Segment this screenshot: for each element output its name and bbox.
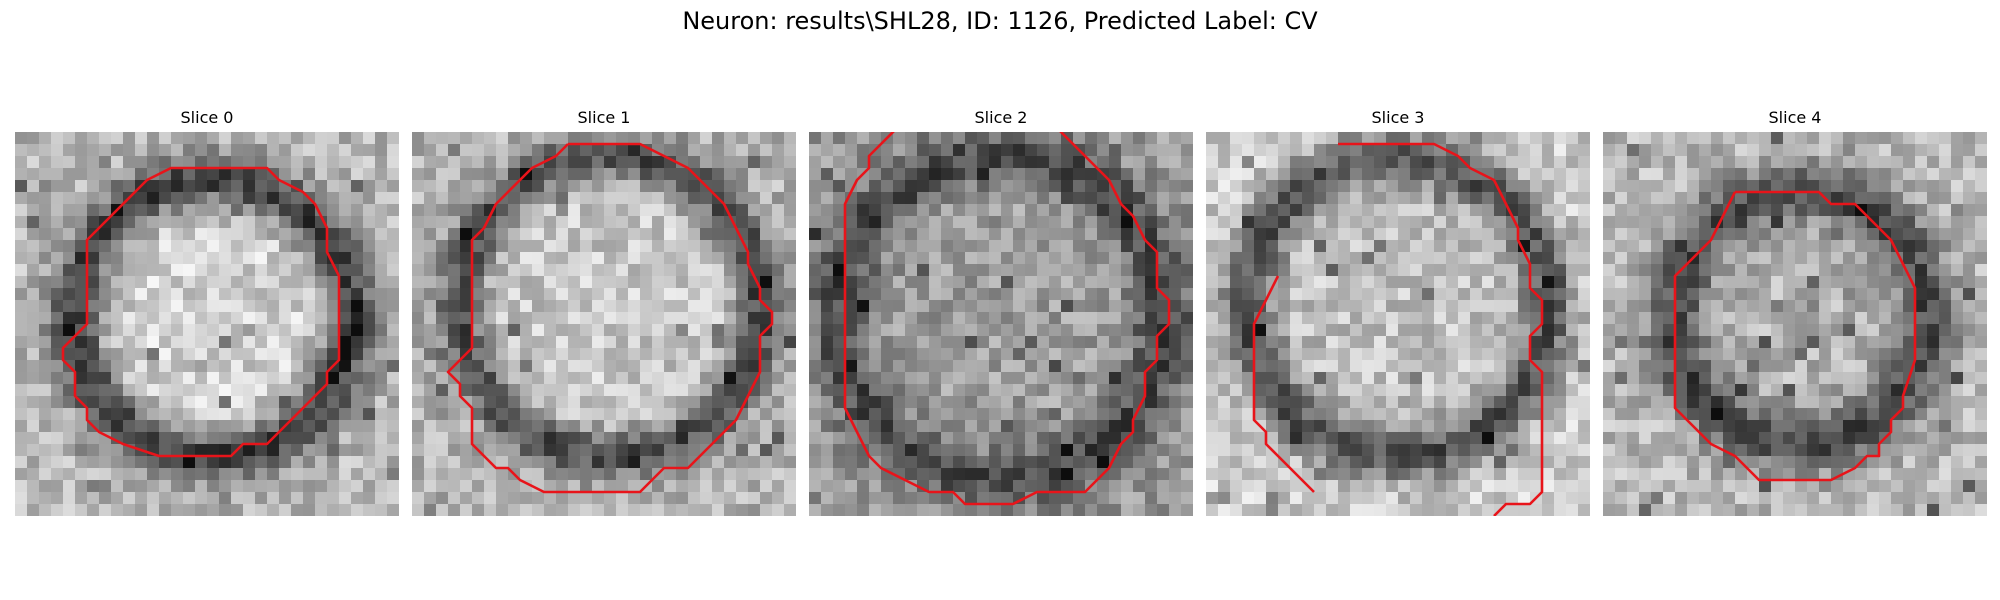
- slice-title-0: Slice 0: [180, 108, 234, 127]
- segmentation-contour: [1338, 142, 1544, 516]
- slice-image-3: [1206, 132, 1590, 516]
- slice-image-1: [412, 132, 796, 516]
- slice-title-4: Slice 4: [1768, 108, 1822, 127]
- slice-panel-2: Slice 2: [809, 108, 1193, 516]
- slice-panel-1: Slice 1: [412, 108, 796, 516]
- slice-image-2: [809, 132, 1193, 516]
- slice-panel-0: Slice 0: [15, 108, 399, 516]
- pixel-grid: [1603, 132, 1987, 516]
- slice-title-3: Slice 3: [1371, 108, 1425, 127]
- slice-image-0: [15, 132, 399, 516]
- segmentation-contour: [446, 142, 774, 494]
- pixel-grid: [15, 132, 399, 516]
- segmentation-contour: [1673, 190, 1917, 482]
- pixel-grid: [1206, 132, 1590, 516]
- segmentation-contour: [61, 166, 341, 458]
- slice-title-1: Slice 1: [577, 108, 631, 127]
- slice-panel-4: Slice 4: [1603, 108, 1987, 516]
- pixel-grid: [809, 132, 1193, 516]
- figure-title: Neuron: results\SHL28, ID: 1126, Predict…: [682, 7, 1318, 35]
- slice-panel-3: Slice 3: [1206, 108, 1590, 516]
- segmentation-contour: [843, 132, 1171, 506]
- segmentation-contour: [1252, 275, 1315, 493]
- pixel-grid: [412, 132, 796, 516]
- slice-image-4: [1603, 132, 1987, 516]
- slice-title-2: Slice 2: [974, 108, 1028, 127]
